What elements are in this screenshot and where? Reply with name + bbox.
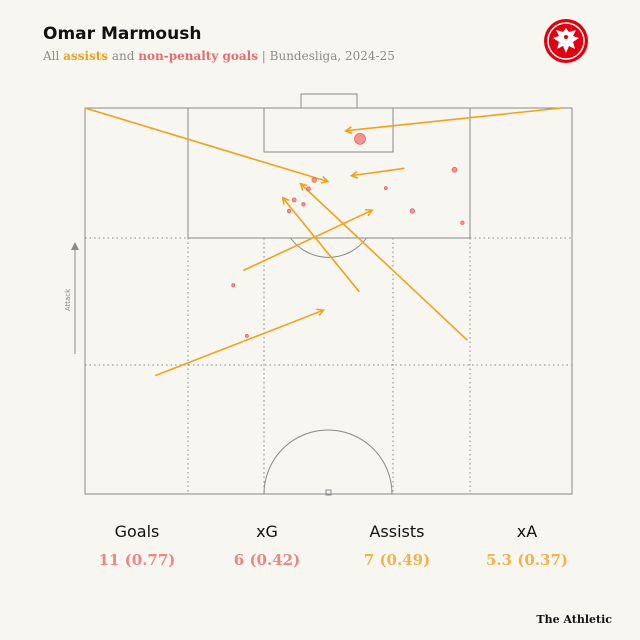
attack-direction: Attack — [64, 242, 79, 354]
assist-arrow-head-6 — [365, 208, 374, 217]
assist-arrow-head-1 — [320, 175, 330, 184]
stat-assists-value: 7 (0.49) — [363, 551, 431, 569]
stat-xa-value: 5.3 (0.37) — [485, 551, 569, 569]
goal-shot-8 — [286, 208, 292, 214]
pitch-zone-grid — [85, 237, 572, 494]
assist-arrow-5 — [300, 183, 468, 341]
stat-goals-value: 11 (0.77) — [98, 551, 176, 569]
attack-label: Attack — [64, 288, 72, 311]
assist-arrow-1 — [84, 107, 329, 183]
stat-goals: Goals 11 (0.77) — [72, 522, 202, 569]
stat-xg-value: 6 (0.42) — [233, 551, 301, 569]
pitch-outline — [84, 107, 573, 495]
penalty-box — [187, 107, 471, 239]
stat-assists-label: Assists — [369, 522, 425, 541]
assist-arrow-6 — [242, 209, 373, 272]
subtitle-assists: assists — [63, 49, 109, 63]
assist-arrow-head-7 — [316, 308, 326, 317]
penalty-arc — [290, 237, 367, 258]
goal-shot-6 — [291, 197, 297, 203]
six-yard-box — [263, 107, 394, 153]
stat-xa-label: xA — [516, 522, 538, 541]
chart-title: Omar Marmoush — [43, 24, 202, 44]
stat-xg-label: xG — [256, 522, 278, 541]
goal — [300, 93, 358, 109]
stat-xg: xG 6 (0.42) — [202, 522, 332, 569]
assist-arrow-3 — [351, 167, 405, 177]
goal-shot-2 — [451, 166, 458, 173]
goal-shot-12 — [244, 334, 249, 338]
goal-shots — [231, 133, 465, 338]
goal-shot-3 — [383, 186, 388, 191]
goal-shot-1 — [354, 133, 366, 145]
assist-arrows — [84, 107, 562, 377]
assist-arrow-head-4 — [281, 196, 290, 205]
goal-shot-10 — [460, 220, 465, 225]
goal-shot-4 — [311, 177, 317, 183]
assist-arrow-head-5 — [299, 182, 308, 191]
stat-xa: xA 5.3 (0.37) — [462, 522, 592, 569]
goal-shot-7 — [301, 202, 306, 207]
goal-shot-11 — [231, 283, 236, 288]
chart-subtitle: All assists and non-penalty goals | Bund… — [43, 49, 395, 63]
assist-arrow-head-3 — [349, 170, 359, 179]
assist-arrow-4 — [282, 197, 360, 293]
goal-shot-5 — [306, 186, 311, 192]
assist-arrow-head-2 — [344, 126, 353, 135]
centre-circle — [263, 429, 393, 495]
subtitle-goals: non-penalty goals — [138, 49, 258, 63]
assist-arrow-2 — [345, 107, 562, 132]
stat-assists: Assists 7 (0.49) — [332, 522, 462, 569]
club-crest-icon — [544, 19, 588, 63]
stats-row: Goals 11 (0.77) xG 6 (0.42) Assists 7 (0… — [72, 522, 592, 569]
pitch-lines — [84, 93, 573, 496]
goal-shot-9 — [409, 208, 415, 214]
centre-spot — [325, 489, 332, 496]
assist-arrow-7 — [154, 309, 324, 377]
the-athletic-logo: The Athletic — [536, 613, 612, 626]
stat-goals-label: Goals — [114, 522, 160, 541]
